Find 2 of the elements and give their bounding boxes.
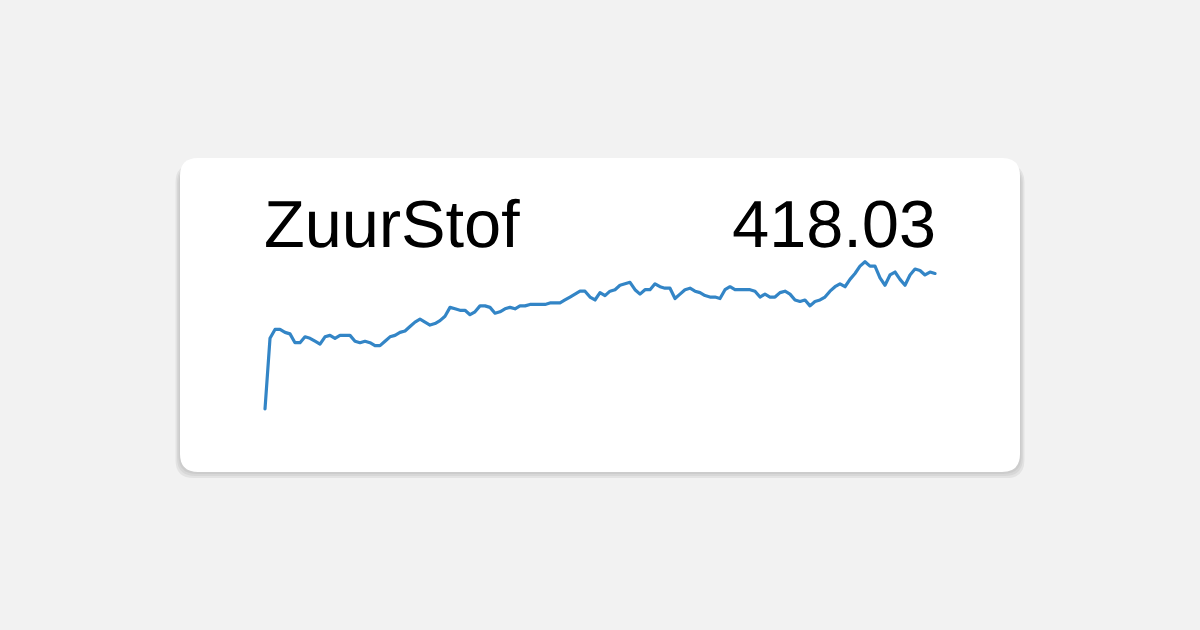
text: 418.03	[733, 200, 934, 248]
chart-title: ZuurStof	[266, 198, 520, 248]
